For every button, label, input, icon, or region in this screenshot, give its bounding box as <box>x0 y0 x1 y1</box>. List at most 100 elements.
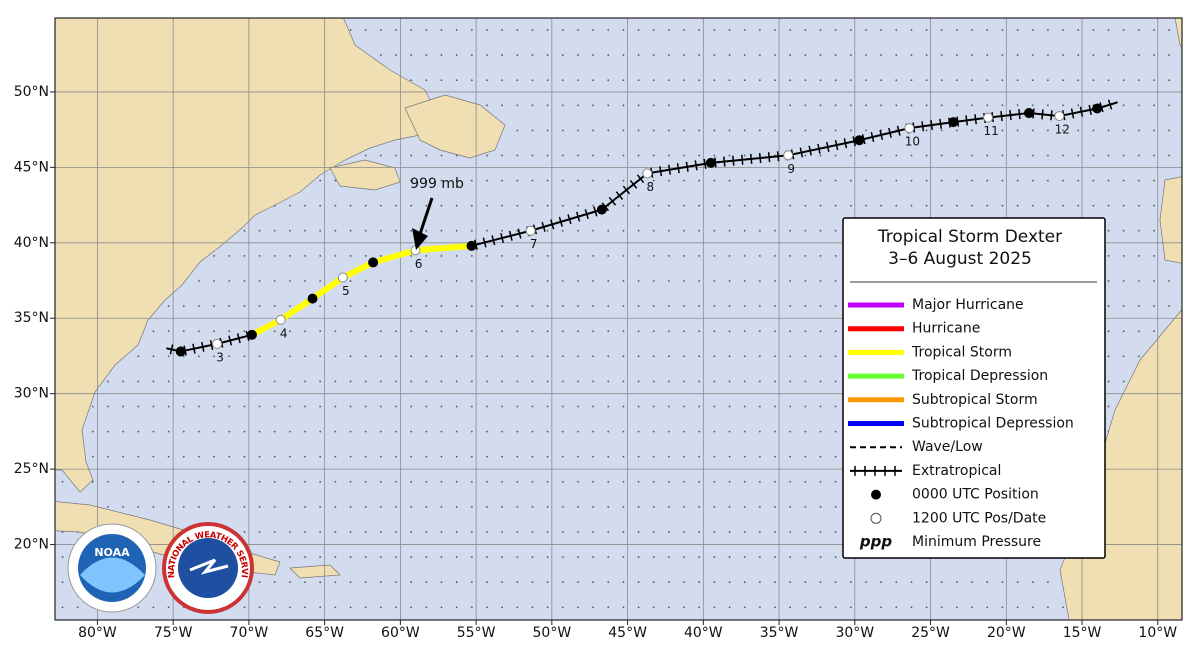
date-label: 11 <box>983 124 998 138</box>
extratropical-tick <box>482 237 487 248</box>
legend-label: Subtropical Depression <box>912 416 1074 432</box>
extratropical-tick <box>888 127 892 138</box>
extratropical-tick <box>629 179 638 189</box>
lon-tick-label: 55°W <box>457 625 496 641</box>
legend-label: Subtropical Storm <box>912 392 1038 408</box>
extratropical-tick <box>1070 108 1075 119</box>
position-0000 <box>307 293 318 304</box>
position-0000 <box>1092 103 1103 114</box>
extratropical-tick <box>767 152 771 163</box>
date-label: 6 <box>415 257 423 271</box>
extratropical-tick <box>541 221 546 232</box>
extratropical-tick <box>169 344 174 355</box>
extratropical-tick <box>685 161 689 172</box>
extratropical-tick <box>575 211 581 222</box>
legend-label: Wave/Low <box>912 439 983 455</box>
lat-tick-label: 30°N <box>14 386 49 402</box>
extratropical-tick <box>659 166 663 177</box>
extratropical-tick <box>776 151 780 162</box>
extratropical-tick <box>896 125 901 136</box>
lon-tick-label: 75°W <box>154 625 193 641</box>
position-1200 <box>525 225 536 236</box>
extratropical-tick <box>517 228 522 239</box>
extratropical-tick <box>550 219 555 230</box>
extratropical-tick <box>741 154 744 165</box>
position-0000 <box>368 257 379 268</box>
extratropical-tick <box>1041 109 1044 120</box>
extratropical-tick <box>636 174 645 184</box>
lat-tick-label: 40°N <box>14 235 49 251</box>
extratropical-tick <box>939 118 942 129</box>
legend-label: 0000 UTC Position <box>912 487 1039 503</box>
annotation-arrow <box>418 197 434 235</box>
legend-label: Extratropical <box>912 463 1001 479</box>
lon-tick-label: 45°W <box>608 625 647 641</box>
extratropical-tick <box>500 232 505 244</box>
legend-label: Hurricane <box>912 321 980 337</box>
extratropical-tick <box>228 335 233 346</box>
track-segment <box>412 242 475 254</box>
extratropical-tick <box>965 115 969 126</box>
date-label: 8 <box>646 180 654 194</box>
position-0000 <box>246 329 257 340</box>
extratropical-tick <box>852 136 856 147</box>
position-1200 <box>904 123 915 134</box>
legend-swatch <box>870 512 882 524</box>
track-segment <box>952 116 990 124</box>
lon-tick-label: 80°W <box>78 625 117 641</box>
extratropical-tick <box>608 196 617 206</box>
legend-swatch <box>871 489 881 500</box>
lon-tick-label: 50°W <box>533 625 572 641</box>
date-label: 7 <box>530 237 538 251</box>
track-segment <box>216 333 253 345</box>
extratropical-tick <box>1079 106 1084 117</box>
extratropical-tick <box>567 214 572 225</box>
extratropical-tick <box>826 141 830 152</box>
extratropical-tick <box>808 145 812 156</box>
extratropical-tick <box>749 153 753 164</box>
extratropical-tick <box>558 216 563 227</box>
extratropical-tick <box>491 235 496 246</box>
track-segment <box>248 316 284 338</box>
extratropical-tick <box>974 114 977 125</box>
annotation-arrowhead <box>412 228 428 250</box>
extratropical-tick <box>870 132 875 143</box>
lat-tick-label: 20°N <box>14 537 49 553</box>
legend-symbol: ppp <box>859 533 892 551</box>
lon-tick-label: 60°W <box>381 625 420 641</box>
date-label: 4 <box>280 326 288 340</box>
lon-tick-label: 70°W <box>230 625 269 641</box>
extratropical-tick <box>615 191 624 200</box>
date-label: 9 <box>787 162 795 176</box>
extratropical-tick <box>508 230 513 241</box>
extratropical-tick <box>843 138 848 149</box>
extratropical-tick <box>930 120 934 131</box>
position-1200 <box>212 338 223 349</box>
extratropical-tick <box>676 163 680 174</box>
extratropical-tick <box>817 143 821 154</box>
position-0000 <box>175 346 186 357</box>
extratropical-tick <box>921 121 925 132</box>
position-0000 <box>466 240 477 251</box>
lat-tick-label: 45°N <box>14 159 49 175</box>
position-1200 <box>337 272 348 283</box>
legend-title: Tropical Storm Dexter <box>877 227 1062 247</box>
pressure-annotation: 999 mb <box>410 176 464 250</box>
legend-label: Major Hurricane <box>912 297 1024 313</box>
position-0000 <box>1024 108 1035 119</box>
map-frame <box>54 17 1183 621</box>
position-0000 <box>854 135 865 146</box>
track-segment <box>470 229 532 247</box>
legend-subtitle: 3–6 August 2025 <box>888 249 1032 269</box>
extratropical-tick <box>667 164 672 175</box>
position-0000 <box>948 117 959 128</box>
track-segment <box>600 172 649 211</box>
lon-tick-label: 15°W <box>1063 625 1102 641</box>
extratropical-tick <box>1018 109 1021 120</box>
track-segment <box>529 208 603 232</box>
date-label: 10 <box>905 135 920 149</box>
extratropical-tick <box>584 209 589 220</box>
noaa-wave <box>80 557 145 593</box>
extratropical-tick <box>192 343 196 354</box>
